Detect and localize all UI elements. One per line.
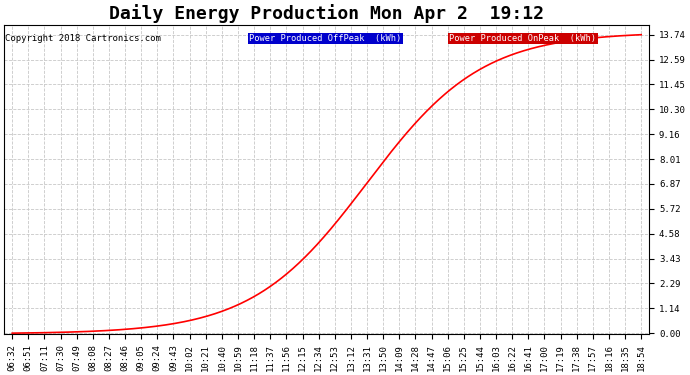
Text: Power Produced OffPeak  (kWh): Power Produced OffPeak (kWh) [249,34,402,43]
Title: Daily Energy Production Mon Apr 2  19:12: Daily Energy Production Mon Apr 2 19:12 [109,4,544,23]
Text: Copyright 2018 Cartronics.com: Copyright 2018 Cartronics.com [6,34,161,43]
Text: Power Produced OnPeak  (kWh): Power Produced OnPeak (kWh) [449,34,596,43]
